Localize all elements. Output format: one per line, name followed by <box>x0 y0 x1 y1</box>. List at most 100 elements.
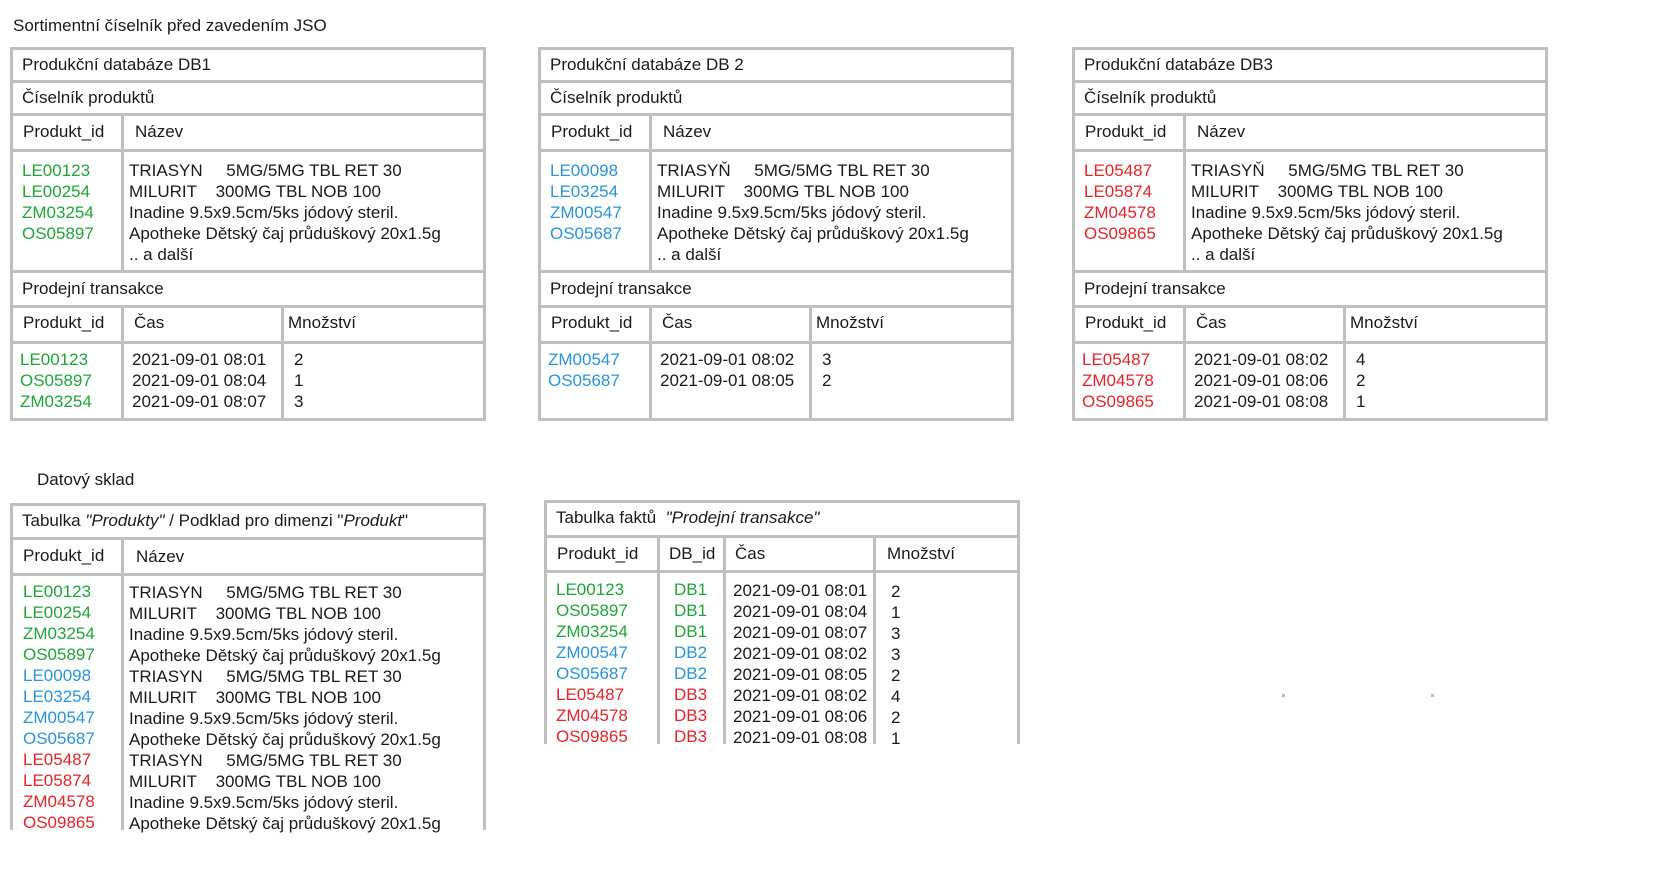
grid-line <box>1072 341 1548 344</box>
grid-line <box>10 503 486 506</box>
fact-time: 2021-09-01 08:04 <box>733 602 868 621</box>
product-name: Inadine 9.5x9.5cm/5ks jódový steril. <box>129 709 399 728</box>
sales-id: OS05897 <box>20 371 92 390</box>
title-text: / Podklad pro dimenzi " <box>164 511 344 530</box>
stray-dot <box>1282 694 1285 697</box>
product-id: LE05487 <box>1084 161 1153 180</box>
product-name: TRIASYN 5MG/5MG TBL RET 30 <box>129 751 402 770</box>
sales-time: 2021-09-01 08:04 <box>132 371 267 390</box>
grid-line <box>538 341 1014 344</box>
product-name: TRIASYN 5MG/5MG TBL RET 30 <box>129 583 402 602</box>
product-name: MILURIT 300MG TBL NOB 100 <box>129 182 381 201</box>
fact-db-id: DB3 <box>674 706 708 725</box>
product-name: Inadine 9.5x9.5cm/5ks jódový steril. <box>129 203 399 222</box>
grid-line <box>538 47 541 421</box>
grid-line <box>483 503 486 830</box>
product-id: LE00123 <box>22 161 91 180</box>
fact-time-list: 2021-09-01 08:01 2021-09-01 08:04 2021-09-… <box>733 580 867 748</box>
sales-time-list: 2021-09-01 08:02 2021-09-01 08:05 <box>660 349 794 391</box>
sales-header-qty: Množství <box>288 313 357 332</box>
grid-line <box>10 270 486 273</box>
product-name: MILURIT 300MG TBL NOB 100 <box>1191 182 1443 201</box>
fact-qty: 3 <box>891 624 901 643</box>
grid-line <box>10 537 486 540</box>
grid-line <box>121 537 124 830</box>
product-name: Apotheke Dětský čaj průduškový 20x1.5g <box>129 730 441 749</box>
fact-time: 2021-09-01 08:05 <box>733 665 868 684</box>
product-id: LE05487 <box>23 750 92 769</box>
grid-line <box>538 149 1014 152</box>
product-id-list: LE00123 LE00254 ZM03254 OS05897 <box>22 160 94 244</box>
sales-header-time: Čas <box>662 313 693 332</box>
db-title: Produkční databáze DB 2 <box>550 55 744 74</box>
grid-line <box>121 305 124 421</box>
grid-line <box>538 418 1014 421</box>
db-title: Produkční databáze DB3 <box>1084 55 1274 74</box>
grid-line <box>538 305 1014 308</box>
stray-dot <box>1431 694 1434 697</box>
product-id: OS05687 <box>23 729 95 748</box>
product-name-list: TRIASYN 5MG/5MG TBL RET 30 MILURIT 300MG … <box>129 582 441 834</box>
fact-qty: 3 <box>891 645 901 664</box>
grid-line <box>873 535 876 744</box>
sales-time: 2021-09-01 08:02 <box>1194 350 1329 369</box>
fact-time: 2021-09-01 08:02 <box>733 644 868 663</box>
grid-line <box>1072 80 1548 83</box>
product-name: Apotheke Dětský čaj průduškový 20x1.5g <box>129 814 441 833</box>
title-text: Tabulka faktů <box>556 508 666 527</box>
grid-line <box>483 47 486 421</box>
product-name: Inadine 9.5x9.5cm/5ks jódový steril. <box>1191 203 1461 222</box>
fact-product-id: LE05487 <box>556 685 625 704</box>
product-id: ZM03254 <box>22 203 94 222</box>
product-name: Inadine 9.5x9.5cm/5ks jódový steril. <box>129 625 399 644</box>
product-id: LE00098 <box>550 161 619 180</box>
product-id: OS05897 <box>23 645 95 664</box>
fact-product-id: OS05687 <box>556 664 628 683</box>
catalog-header-id: Produkt_id <box>551 122 633 141</box>
fact-product-id: OS09865 <box>556 727 628 746</box>
fact-db-id: DB1 <box>674 580 708 599</box>
product-name: .. a další <box>657 245 722 264</box>
fact-product-id: OS05897 <box>556 601 628 620</box>
fact-qty: 4 <box>891 687 901 706</box>
grid-line <box>538 47 1014 50</box>
product-name: MILURIT 300MG TBL NOB 100 <box>129 688 381 707</box>
product-name: Inadine 9.5x9.5cm/5ks jódový steril. <box>657 203 927 222</box>
sales-header-id: Produkt_id <box>551 313 633 332</box>
header-qty: Množství <box>887 544 956 563</box>
fact-db-id: DB1 <box>674 622 708 641</box>
product-name: Inadine 9.5x9.5cm/5ks jódový steril. <box>129 793 399 812</box>
sales-time: 2021-09-01 08:01 <box>132 350 267 369</box>
grid-line <box>1072 113 1548 116</box>
grid-line <box>649 305 652 421</box>
facts-table-title: Tabulka faktů "Prodejní transakce" <box>556 508 819 528</box>
grid-line <box>1072 270 1548 273</box>
fact-product-id: ZM04578 <box>556 706 628 725</box>
header-time: Čas <box>735 544 766 563</box>
product-id: LE05874 <box>1084 182 1153 201</box>
sales-id: ZM04578 <box>1082 371 1154 390</box>
product-id: OS05687 <box>550 224 622 243</box>
sales-header-qty: Množství <box>1350 313 1419 332</box>
product-name: .. a další <box>1191 245 1256 264</box>
sales-title: Prodejní transakce <box>1084 279 1226 298</box>
fact-db-id: DB1 <box>674 601 708 620</box>
title-italic: Produkt <box>343 511 403 530</box>
product-id: OS09865 <box>1084 224 1156 243</box>
product-id: LE03254 <box>550 182 619 201</box>
sales-id: ZM03254 <box>20 392 92 411</box>
sales-id-list: LE05487 ZM04578 OS09865 <box>1082 349 1154 412</box>
product-name-list: TRIASYŇ 5MG/5MG TBL RET 30 MILURIT 300MG … <box>1191 160 1503 265</box>
sales-id: OS09865 <box>1082 392 1154 411</box>
catalog-header-id: Produkt_id <box>1085 122 1167 141</box>
catalog-header-name: Název <box>1197 122 1246 141</box>
sales-time: 2021-09-01 08:06 <box>1194 371 1329 390</box>
product-name: .. a další <box>129 245 194 264</box>
sales-qty: 3 <box>822 350 832 369</box>
grid-line <box>544 500 547 744</box>
sales-qty: 2 <box>822 371 832 390</box>
grid-line <box>10 341 486 344</box>
products-table-title: Tabulka "Produkty" / Podklad pro dimenzi… <box>22 511 408 531</box>
grid-line <box>121 113 124 273</box>
